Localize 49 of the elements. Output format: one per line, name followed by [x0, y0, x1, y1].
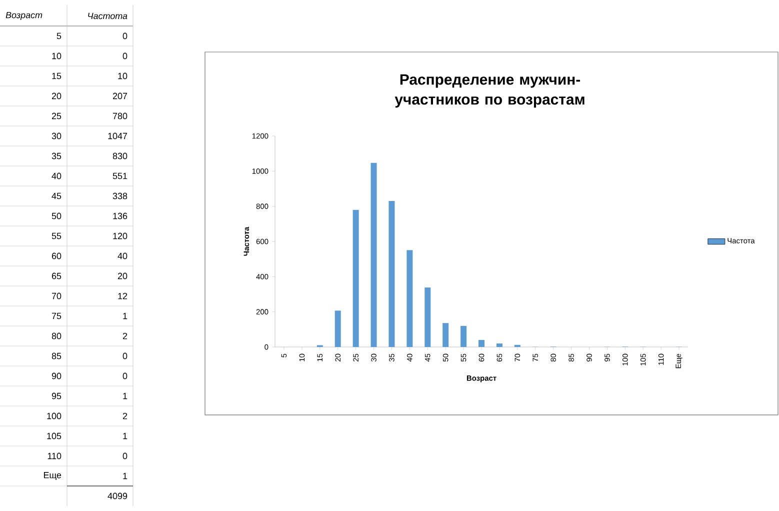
category-label: 60 — [52, 252, 62, 260]
category-label: 105 — [47, 432, 62, 440]
category-label: 75 — [52, 312, 62, 320]
text: 10 — [118, 72, 128, 80]
category-label: 100 — [47, 412, 62, 420]
category-label: 30 — [52, 132, 62, 140]
text: 1 — [123, 312, 128, 320]
category-label: 15 — [52, 72, 62, 80]
category-label: 45 — [52, 192, 62, 200]
text: 0 — [122, 52, 128, 60]
text: Возраст — [6, 12, 42, 20]
category-label: 65 — [52, 272, 62, 280]
text: 0 — [122, 452, 128, 460]
category-label: 90 — [52, 372, 62, 380]
text: 207 — [112, 92, 128, 100]
category-label: 55 — [52, 232, 62, 240]
category-label: 110 — [48, 452, 62, 460]
text: 12 — [118, 292, 128, 300]
category-label: 50 — [52, 212, 62, 220]
category-label: 40 — [52, 172, 62, 180]
category-label: Еще — [44, 472, 62, 480]
category-label: 5 — [56, 32, 62, 40]
text: Частота — [88, 12, 128, 20]
text: 780 — [112, 112, 128, 120]
text: 20 — [118, 272, 128, 280]
category-label: 80 — [52, 332, 62, 340]
category-label: 25 — [52, 112, 62, 120]
text: 0 — [122, 352, 128, 360]
text: 551 — [112, 172, 128, 180]
text: 2 — [122, 412, 128, 420]
category-label: 10 — [52, 52, 62, 60]
text: 120 — [113, 232, 128, 240]
text: 4099 — [108, 492, 128, 500]
category-label: 35 — [52, 152, 62, 160]
text: 1 — [123, 472, 128, 480]
category-label: 20 — [52, 92, 62, 100]
text: 0 — [122, 372, 128, 380]
chart-title: Распределение мужчин-участников по возрастам — [394, 74, 584, 108]
text: 0 — [122, 32, 128, 40]
text: 2 — [122, 332, 128, 340]
text: 1 — [123, 392, 128, 400]
text: 136 — [113, 212, 128, 220]
category-label: 70 — [52, 292, 62, 300]
text: 1 — [123, 432, 128, 440]
category-label: 95 — [52, 392, 62, 400]
text: 338 — [112, 192, 128, 200]
text: 40 — [118, 252, 128, 260]
text: 830 — [112, 152, 128, 160]
text: 1047 — [108, 132, 128, 140]
